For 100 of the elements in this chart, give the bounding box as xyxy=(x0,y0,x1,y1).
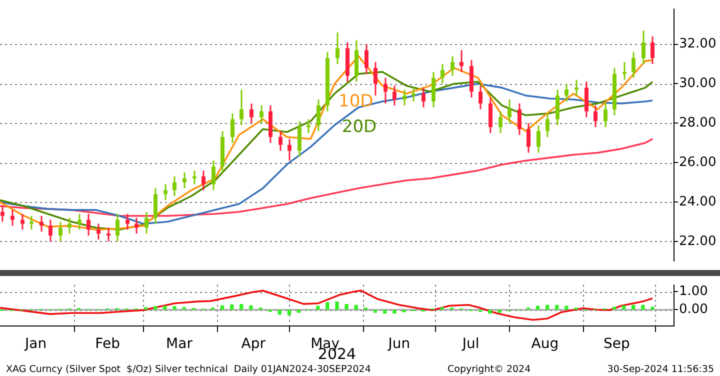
bar xyxy=(641,304,645,310)
candlestick xyxy=(642,30,646,65)
candlestick xyxy=(402,88,406,106)
candlestick xyxy=(154,187,158,224)
candlestick xyxy=(240,88,244,126)
candlestick xyxy=(422,86,426,108)
bar xyxy=(555,304,559,310)
bar xyxy=(154,306,158,310)
candlestick xyxy=(546,112,550,138)
candlestick xyxy=(488,96,492,134)
bar xyxy=(240,304,244,310)
candlestick xyxy=(478,84,482,110)
bar xyxy=(545,304,550,310)
candlestick xyxy=(384,77,388,104)
candlestick xyxy=(556,88,560,126)
candlestick xyxy=(298,120,302,158)
bar xyxy=(287,310,292,316)
candlestick xyxy=(0,205,4,223)
bar xyxy=(144,307,148,310)
x-tick-label: Apr xyxy=(241,336,266,352)
candlestick xyxy=(498,110,502,134)
bar xyxy=(278,310,282,315)
candlestick xyxy=(58,221,62,242)
y-tick-label: 24.00 xyxy=(679,194,716,210)
candlestick xyxy=(622,61,626,81)
bar xyxy=(440,307,444,310)
y-tick-label: 30.00 xyxy=(679,76,716,92)
text: XAG Curncy (Silver Spot $/Oz) Silver technical Daily 01JAN2024-30SEP2024 xyxy=(6,364,371,376)
x-tick-label: Jan xyxy=(24,336,47,352)
x-tick-label: Feb xyxy=(95,336,120,352)
bar xyxy=(612,306,616,310)
x-tick-label: Jun xyxy=(387,336,410,352)
candlestick xyxy=(432,71,436,108)
candlestick xyxy=(230,112,234,144)
bar xyxy=(373,310,378,313)
bar xyxy=(220,305,224,310)
candlestick xyxy=(450,55,454,77)
y-tick-label: 32.00 xyxy=(679,36,716,52)
candlestick xyxy=(144,211,148,234)
candlestick xyxy=(412,86,416,102)
y-tick-label: 26.00 xyxy=(679,154,716,170)
bar xyxy=(344,304,348,310)
bar xyxy=(622,305,626,310)
bar xyxy=(335,301,339,310)
candlestick xyxy=(536,124,540,154)
y-tick-label: 28.00 xyxy=(679,116,716,131)
candlestick xyxy=(526,122,530,154)
candlestick xyxy=(182,172,186,189)
candlestick xyxy=(164,184,168,201)
candlestick xyxy=(650,36,654,65)
annotation: 20D xyxy=(342,116,377,137)
candlestick xyxy=(518,102,522,136)
bar xyxy=(296,310,301,313)
candlestick xyxy=(48,219,52,242)
candlestick xyxy=(374,61,378,96)
candlestick xyxy=(632,51,636,79)
text: 30-Sep-2024 11:56:35 xyxy=(607,364,714,376)
candlestick xyxy=(584,81,588,118)
bar xyxy=(172,306,176,310)
x-tick-label: Aug xyxy=(531,336,559,352)
bar xyxy=(564,306,568,310)
bar xyxy=(182,307,186,310)
candlestick xyxy=(364,44,368,75)
bar xyxy=(249,305,253,310)
candlestick xyxy=(508,98,512,124)
candlestick xyxy=(260,104,264,124)
candlestick xyxy=(10,209,14,226)
annotation: 10D xyxy=(338,92,374,112)
candlestick xyxy=(192,170,196,186)
bar xyxy=(354,304,358,310)
candlestick xyxy=(96,222,100,240)
candlestick xyxy=(86,213,90,236)
candlestick xyxy=(440,63,444,84)
candlestick xyxy=(202,170,206,191)
text: Copyright© 2024 xyxy=(448,364,531,376)
x-tick-label: Sep xyxy=(603,336,630,352)
x-tick-label: Mar xyxy=(166,336,193,352)
candlestick xyxy=(460,49,464,73)
candlestick xyxy=(278,130,282,152)
candlestick xyxy=(68,217,72,234)
bar xyxy=(650,306,654,310)
candlestick xyxy=(106,226,110,242)
y-tick-label: 1.00 xyxy=(679,284,708,300)
candlestick xyxy=(288,138,292,162)
bar xyxy=(488,310,492,314)
candlestick xyxy=(212,160,216,191)
candlestick xyxy=(594,104,598,128)
y-tick-label: 22.00 xyxy=(679,234,716,249)
x-tick-label: Jul xyxy=(461,336,480,352)
candlestick xyxy=(604,102,608,128)
y-tick-label: 0.00 xyxy=(679,302,708,318)
bar xyxy=(498,310,502,313)
candlestick xyxy=(564,82,568,102)
candlestick xyxy=(336,32,340,65)
candlestick xyxy=(116,213,120,242)
bar xyxy=(326,302,330,310)
candlestick xyxy=(316,98,320,132)
candlestick xyxy=(250,102,254,124)
bar xyxy=(632,304,636,310)
bar xyxy=(402,310,406,312)
